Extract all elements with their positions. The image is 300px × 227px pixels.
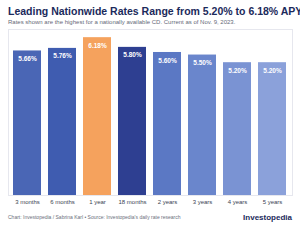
svg-text:1 year: 1 year: [89, 199, 106, 205]
svg-text:5.50%: 5.50%: [193, 59, 212, 66]
svg-text:6 months: 6 months: [50, 199, 75, 205]
svg-text:4 years: 4 years: [228, 199, 248, 205]
html-text:Rates shown are the highest fo: Rates shown are the highest for a nation…: [8, 19, 236, 25]
svg-text:5.76%: 5.76%: [53, 52, 72, 59]
svg-text:3 years: 3 years: [193, 199, 213, 205]
svg-text:3 months: 3 months: [15, 199, 40, 205]
svg-text:5.80%: 5.80%: [123, 51, 142, 58]
svg-text:5.20%: 5.20%: [263, 67, 282, 74]
svg-text:5.66%: 5.66%: [18, 55, 37, 62]
svg-text:2 years: 2 years: [158, 199, 178, 205]
svg-text:6.18%: 6.18%: [88, 42, 107, 49]
svg-text:18 months: 18 months: [118, 199, 146, 205]
svg-text:5.20%: 5.20%: [228, 67, 247, 74]
html-text:Investopedia: Investopedia: [243, 212, 292, 222]
html-text:Chart: Investopedia / Sabrina: Chart: Investopedia / Sabrina Karl • Sou…: [8, 214, 181, 220]
svg-text:5 years: 5 years: [263, 199, 283, 205]
svg-text:5.60%: 5.60%: [158, 57, 177, 64]
